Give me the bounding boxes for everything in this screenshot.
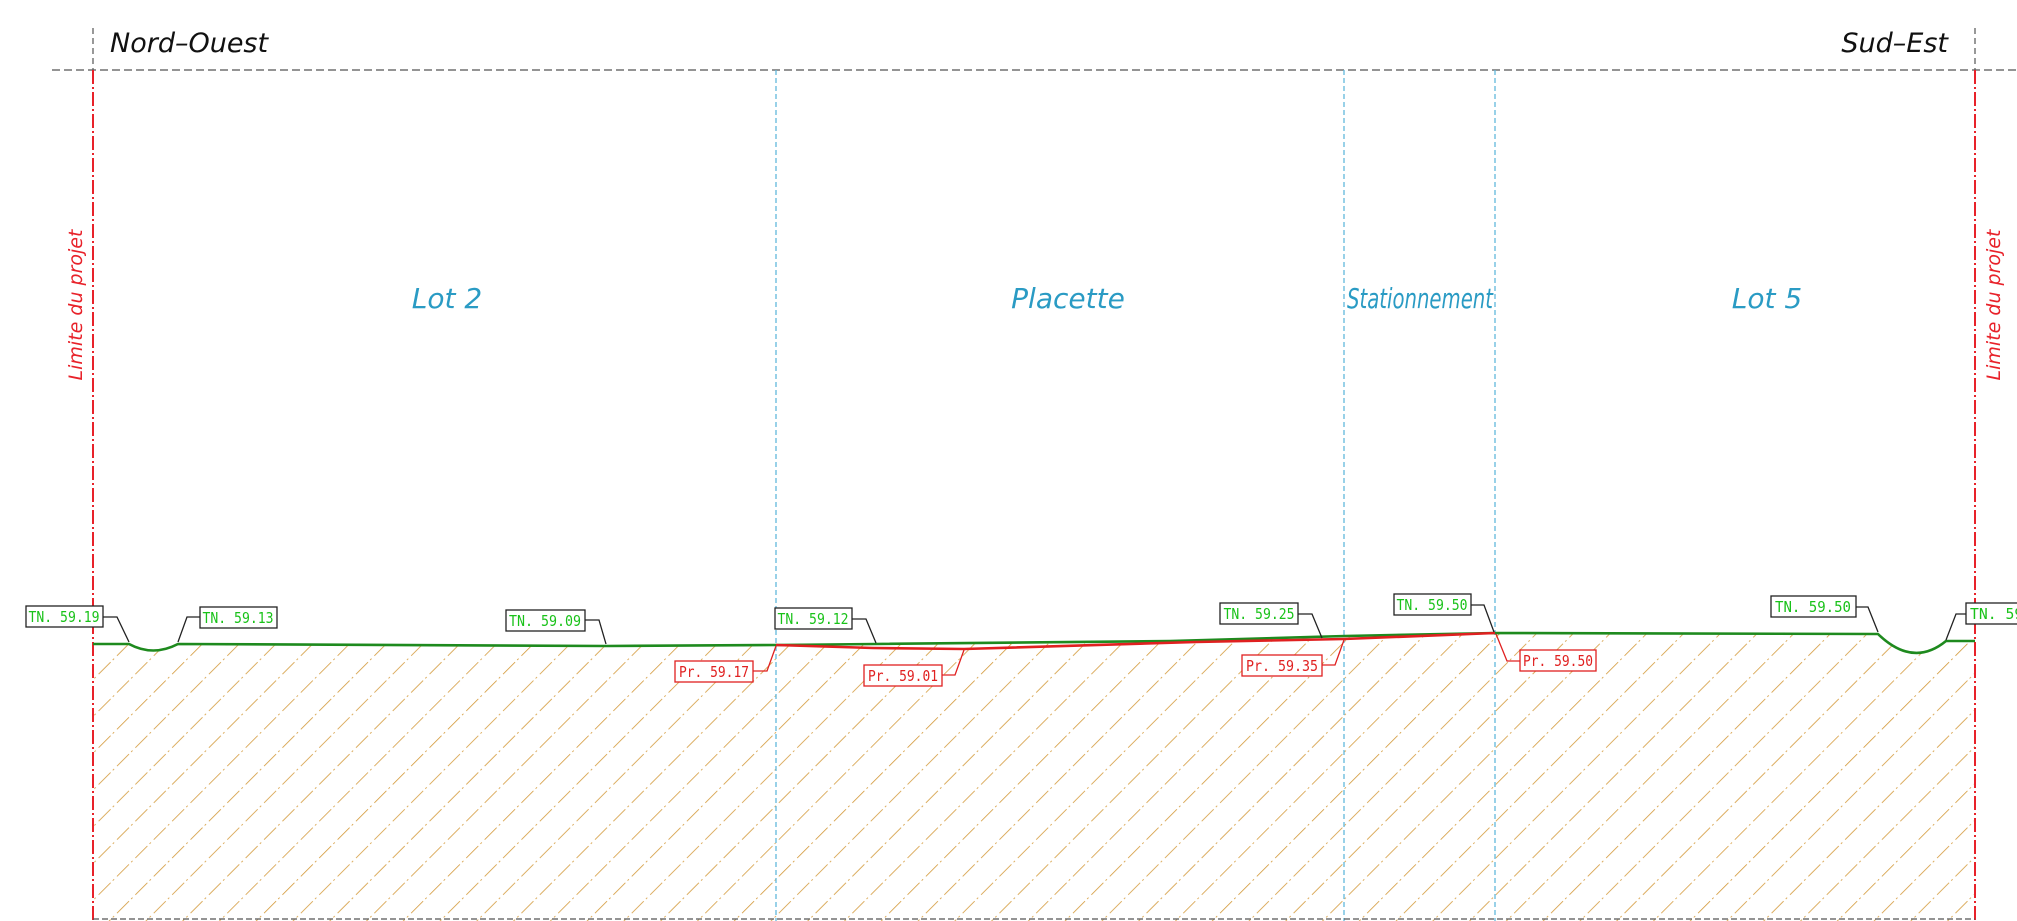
pr-label: Pr. 59.35	[1241, 654, 1323, 677]
project-profile-line	[775, 631, 1496, 651]
tn-leaders	[102, 604, 1966, 645]
tn-label-text: TN. 59.5	[1970, 605, 2017, 623]
pr-labels: Pr. 59.17 Pr. 59.01 Pr. 59.35 Pr. 59.50	[674, 649, 1597, 687]
zone-dividers	[775, 70, 1496, 921]
zone-label-lot-5: Lot 5	[1732, 282, 1802, 315]
pr-label: Pr. 59.17	[674, 660, 754, 683]
left-limit-label: Limite du projet	[65, 228, 87, 380]
tn-label: TN. 59.50	[1770, 595, 1857, 618]
right-limit-label: Limite du projet	[1983, 228, 2005, 380]
pr-leaders	[753, 633, 1520, 676]
zone-label-placette: Placette	[1011, 282, 1125, 315]
tn-label: TN. 59.19	[25, 605, 104, 628]
tn-label: TN. 59.12	[774, 607, 853, 630]
pr-label: Pr. 59.50	[1519, 649, 1597, 672]
tn-label-text: TN. 59.25	[1224, 605, 1295, 623]
natural-terrain-line	[93, 631, 1975, 655]
pr-label-text: Pr. 59.50	[1523, 652, 1593, 670]
tn-label-text: TN. 59.50	[1775, 598, 1851, 616]
tn-labels: TN. 59.19 TN. 59.13 TN. 59.09 TN. 59.12 …	[25, 593, 2017, 632]
tn-label: TN. 59.5	[1965, 602, 2017, 625]
zone-label-stationnement: Stationnement	[1347, 282, 1494, 315]
soil-hatch	[93, 633, 1975, 921]
tn-label: TN. 59.50	[1393, 593, 1472, 616]
tn-label-text: TN. 59.50	[1397, 596, 1468, 614]
tn-label: TN. 59.13	[199, 606, 278, 629]
right-orientation-label: Sud–Est	[1841, 28, 1949, 59]
tn-label: TN. 59.25	[1219, 602, 1299, 625]
pr-label-text: Pr. 59.35	[1246, 657, 1318, 675]
pr-label: Pr. 59.01	[863, 664, 943, 687]
tn-label: TN. 59.09	[505, 609, 586, 632]
tn-label-text: TN. 59.09	[509, 612, 581, 630]
tn-label-text: TN. 59.12	[778, 610, 849, 628]
left-orientation-label: Nord–Ouest	[110, 28, 269, 59]
pr-label-text: Pr. 59.01	[868, 667, 938, 685]
tn-label-text: TN. 59.19	[29, 608, 100, 626]
tn-label-text: TN. 59.13	[203, 609, 274, 627]
zone-label-lot-2: Lot 2	[412, 282, 482, 315]
pr-label-text: Pr. 59.17	[679, 663, 749, 681]
